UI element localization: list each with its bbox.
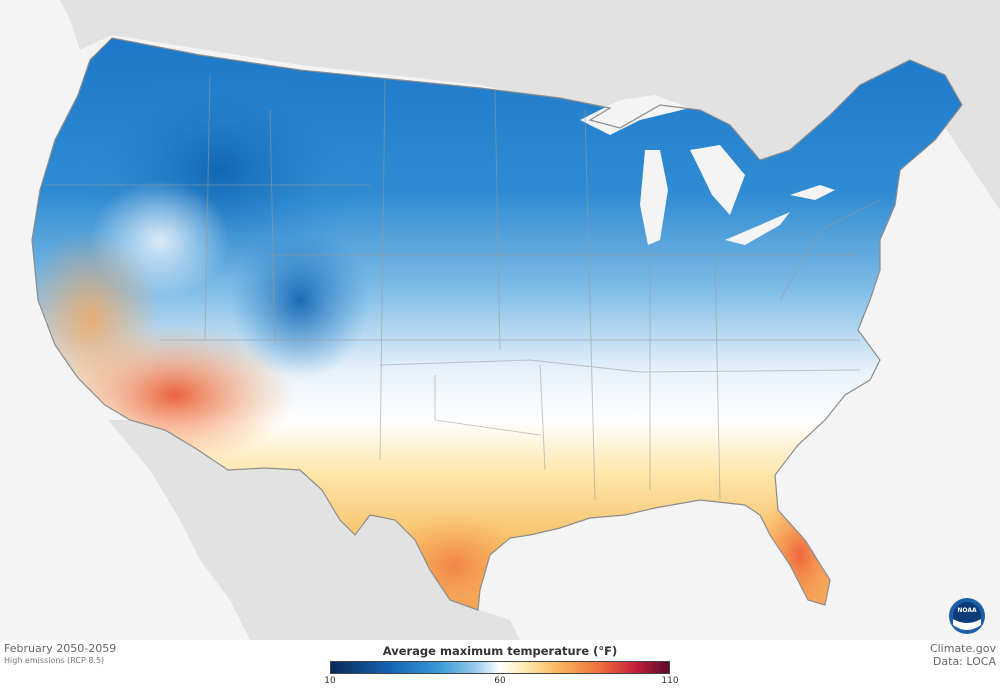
legend-tick-label: 110 xyxy=(661,676,679,686)
noaa-logo: NOAA xyxy=(949,598,985,634)
map-area: NOAA xyxy=(31,0,1000,640)
legend-color-bar xyxy=(330,661,670,674)
lake-huron xyxy=(690,145,745,215)
canada-land xyxy=(60,0,1000,210)
legend-tick-label: 10 xyxy=(324,676,336,686)
map-footer: February 2050-2059 High emissions (RCP 8… xyxy=(0,640,1000,690)
credit-label: Climate.gov xyxy=(929,642,996,655)
mexico-land xyxy=(108,420,520,640)
logo-text: NOAA xyxy=(957,607,977,614)
data-source-label: Data: LOCA xyxy=(932,655,996,668)
legend-tick-label: 60 xyxy=(494,676,506,686)
scenario-label: High emissions (RCP 8.5) xyxy=(4,656,105,665)
legend-title: Average maximum temperature (°F) xyxy=(382,644,618,658)
state-boundaries xyxy=(45,74,881,501)
temperature-map xyxy=(31,0,1000,640)
lake-erie xyxy=(725,212,790,245)
lake-ontario xyxy=(790,185,835,200)
us-temperature-field xyxy=(32,38,962,610)
lake-michigan xyxy=(640,150,668,245)
period-label: February 2050-2059 xyxy=(4,642,117,655)
